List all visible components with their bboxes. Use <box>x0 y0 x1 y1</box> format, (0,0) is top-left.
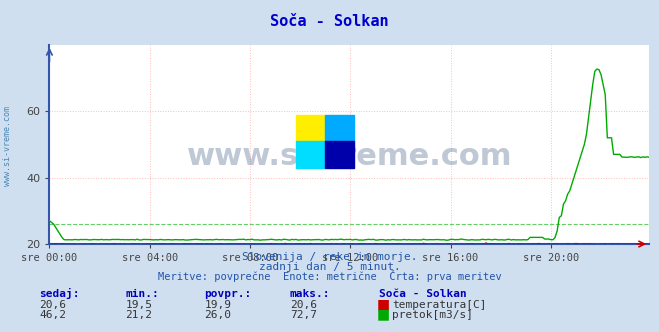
Text: Soča - Solkan: Soča - Solkan <box>270 14 389 29</box>
Text: pretok[m3/s]: pretok[m3/s] <box>392 310 473 320</box>
Text: zadnji dan / 5 minut.: zadnji dan / 5 minut. <box>258 262 401 272</box>
Text: 21,2: 21,2 <box>125 310 152 320</box>
Bar <box>326 141 355 168</box>
Text: www.si-vreme.com: www.si-vreme.com <box>186 142 512 171</box>
Text: povpr.:: povpr.: <box>204 289 252 299</box>
Text: 20,6: 20,6 <box>290 300 317 310</box>
Text: ■: ■ <box>377 297 390 311</box>
Bar <box>296 141 326 168</box>
Text: maks.:: maks.: <box>290 289 330 299</box>
Text: 26,0: 26,0 <box>204 310 231 320</box>
Text: min.:: min.: <box>125 289 159 299</box>
Text: 46,2: 46,2 <box>40 310 67 320</box>
Text: Meritve: povprečne  Enote: metrične  Črta: prva meritev: Meritve: povprečne Enote: metrične Črta:… <box>158 270 501 282</box>
Text: temperatura[C]: temperatura[C] <box>392 300 486 310</box>
Text: Slovenija / reke in morje.: Slovenija / reke in morje. <box>242 252 417 262</box>
Bar <box>326 115 355 141</box>
Text: 19,9: 19,9 <box>204 300 231 310</box>
Bar <box>296 115 326 141</box>
Text: www.si-vreme.com: www.si-vreme.com <box>3 106 13 186</box>
Text: 20,6: 20,6 <box>40 300 67 310</box>
Text: 19,5: 19,5 <box>125 300 152 310</box>
Text: 72,7: 72,7 <box>290 310 317 320</box>
Text: Soča - Solkan: Soča - Solkan <box>379 289 467 299</box>
Text: sedaj:: sedaj: <box>40 288 80 299</box>
Text: ■: ■ <box>377 307 390 321</box>
